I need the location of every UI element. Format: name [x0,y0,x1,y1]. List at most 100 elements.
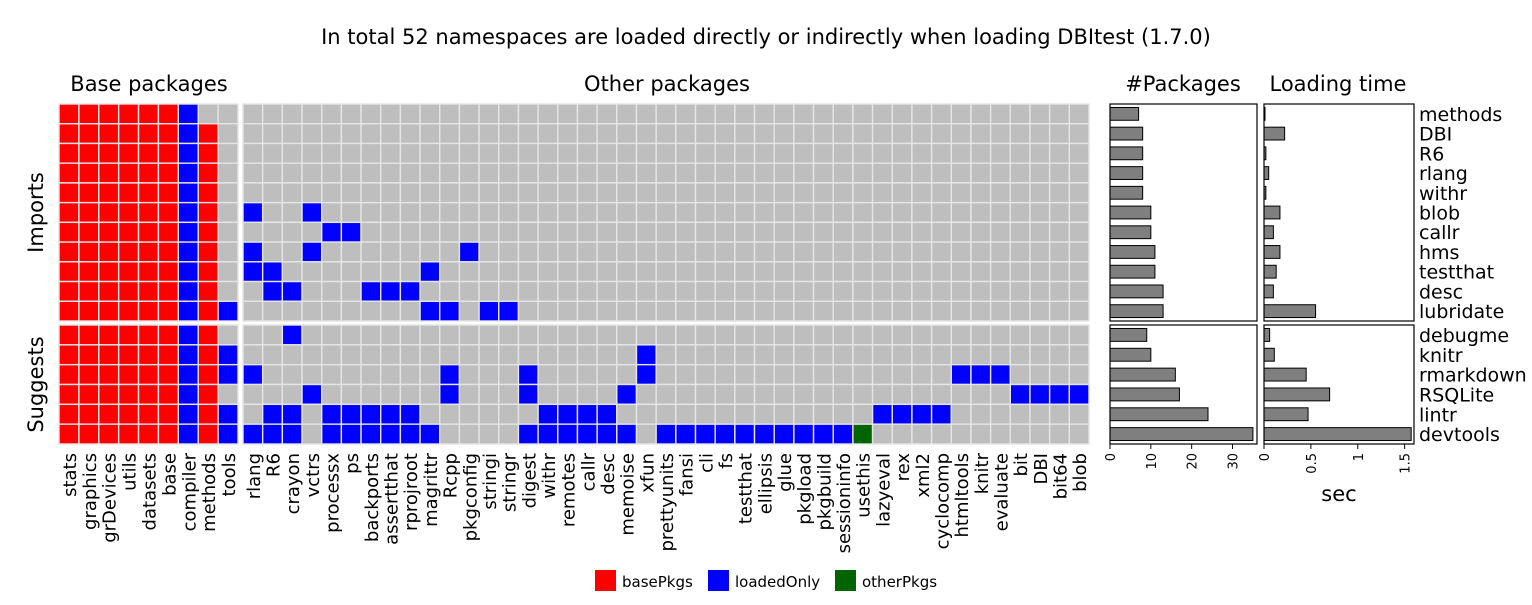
heatmap-cell [576,261,598,283]
heatmap-cell [340,201,362,224]
heatmap-cell [812,403,834,425]
heatmap-cell [1068,383,1090,406]
heatmap-cell [177,344,199,366]
count-bar [1109,284,1164,299]
heatmap-cell [360,103,382,125]
heatmap-cell [970,423,992,445]
heatmap-cell [1048,261,1071,283]
column-label: blob [1070,453,1091,492]
heatmap-cell [478,142,500,164]
heatmap-cell [439,344,461,366]
heatmap-cell [261,221,284,243]
heatmap-cell [78,103,100,125]
heatmap-cell [177,182,199,204]
heatmap-cell [217,383,239,406]
heatmap-cell [458,142,480,164]
heatmap-cell [1029,182,1051,204]
heatmap-cell [635,324,657,346]
heatmap-cell [517,142,539,164]
heatmap-cell [261,300,284,322]
heatmap-cell [137,261,160,283]
heatmap-cell [714,142,736,164]
heatmap-cell [911,201,933,224]
heatmap-cell [137,280,160,302]
heatmap-cell [458,221,480,243]
heatmap-cell [616,162,638,184]
heatmap-cell [734,363,756,386]
heatmap-cell [852,403,874,425]
heatmap-cell [832,363,854,386]
heatmap-cell [852,123,874,145]
heatmap-cell [360,221,382,243]
column-label: datasets [140,453,161,530]
heatmap-cell [261,403,284,425]
heatmap-cell [911,324,933,346]
heatmap-cell [320,344,343,366]
heatmap-cell [655,221,677,243]
time-bar [1263,264,1277,279]
column-label: remotes [559,453,580,527]
heatmap-cell [217,344,239,366]
heatmap-cell [197,280,219,302]
time-bar [1263,367,1307,382]
heatmap-cell [458,344,480,366]
heatmap-cell [242,423,264,445]
time-bar [1263,327,1271,342]
count-panel-border [1109,103,1258,322]
heatmap-cell [714,383,736,406]
time-panel-border [1263,324,1415,445]
heatmap-cell [596,261,618,283]
heatmap-cell [793,182,815,204]
heatmap-cell [399,423,421,445]
heatmap-cell [753,162,775,184]
heatmap-cell [98,103,120,125]
heatmap-cell [340,344,362,366]
heatmap-cell [478,344,500,366]
heatmap-cell [478,403,500,425]
heatmap-cell [117,383,140,406]
heatmap-cell [1048,142,1071,164]
heatmap-cell [340,162,362,184]
heatmap-cell [537,241,559,263]
heatmap-cell [557,280,579,302]
heatmap-cell [930,201,952,224]
heatmap-cell [320,383,343,406]
heatmap-cell [98,261,120,283]
heatmap-cell [576,182,598,204]
count-panel-border [1109,324,1258,445]
heatmap-cell [340,403,362,425]
heatmap-cell [498,261,520,283]
heatmap-cell [498,423,520,445]
heatmap-cell [242,201,264,224]
heatmap-cell [498,201,520,224]
heatmap-cell [117,344,140,366]
heatmap-cell [773,182,795,204]
heatmap-cell [360,363,382,386]
heatmap-cell [930,344,952,366]
heatmap-cell [380,241,402,263]
time-panel-title: Loading time [1270,72,1407,96]
heatmap-cell [852,363,874,386]
heatmap-cell [891,403,913,425]
heatmap-cell [177,162,199,184]
heatmap-cell [281,221,303,243]
heatmap-cell [301,142,323,164]
heatmap-cell [950,103,972,125]
heatmap-cell [576,123,598,145]
heatmap-cell [419,324,441,346]
heatmap-cell [242,123,264,145]
heatmap-cell [498,103,520,125]
heatmap-cell [498,403,520,425]
heatmap-cell [517,344,539,366]
heatmap-cell [360,182,382,204]
column-label: crayon [283,453,304,514]
heatmap-cell [537,383,559,406]
heatmap-cell [261,261,284,283]
heatmap-cell [78,403,100,425]
heatmap-cell [360,423,382,445]
heatmap-cell [793,123,815,145]
heatmap-cell [157,221,180,243]
heatmap-cell [78,123,100,145]
heatmap-cell [517,423,539,445]
heatmap-cell [989,383,1012,406]
